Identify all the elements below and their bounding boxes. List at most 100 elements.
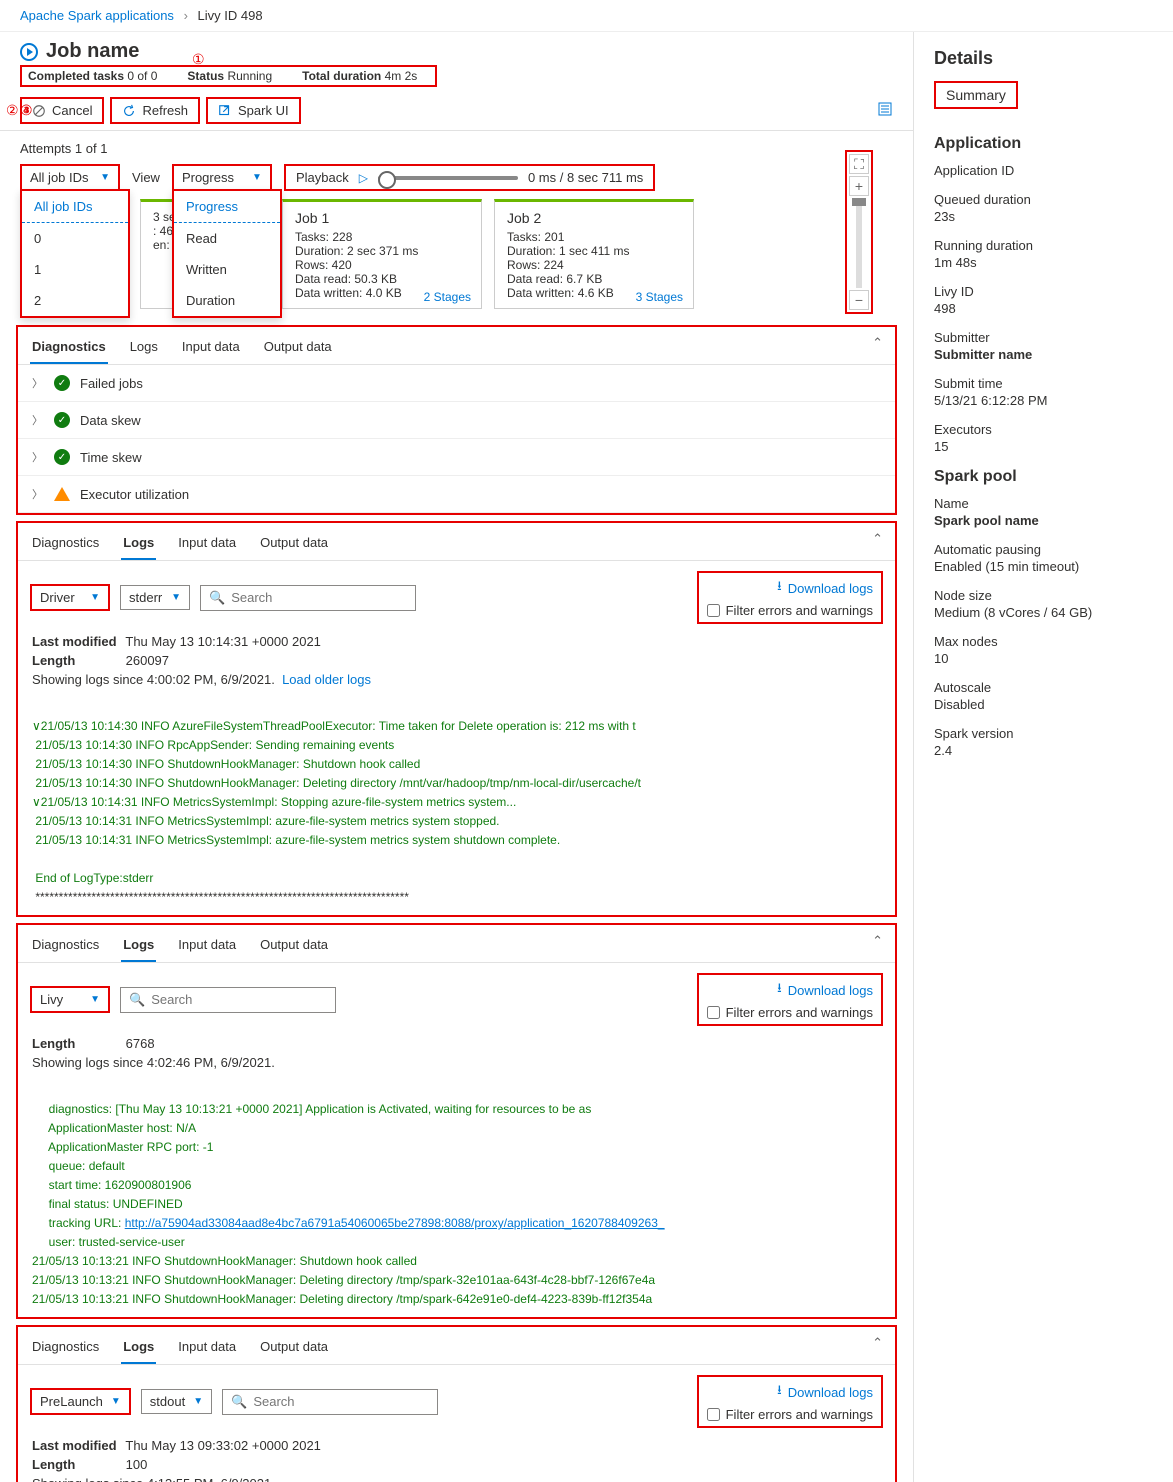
zoom-control: ⛶ + − [845,150,873,314]
detail-item: Spark version2.4 [934,726,1153,758]
download-icon: ⭳ [777,979,782,1001]
status-bar: Completed tasks 0 of 0 Status Running To… [20,65,437,87]
jobids-menu: All job IDs 0 1 2 [20,189,130,318]
tab-input[interactable]: Input data [176,531,238,560]
download-logs-button[interactable]: ⭳Download logs [777,577,873,599]
tab-output[interactable]: Output data [258,933,330,962]
jobids-opt[interactable]: 1 [22,254,128,285]
annotation-4: ④ [20,102,33,119]
log-console: ∨21/05/13 10:14:30 INFO AzureFileSystemT… [18,691,895,915]
view-dropdown[interactable]: Progress▼ Progress Read Written Duration [172,164,272,191]
attempts-label: Attempts 1 of 1 [0,131,913,156]
filter-checkbox[interactable] [707,604,720,617]
application-heading: Application [934,135,1153,153]
filter-checkbox[interactable] [707,1408,720,1421]
zoom-slider[interactable] [856,198,862,288]
tab-input[interactable]: Input data [180,335,242,364]
detail-item: AutoscaleDisabled [934,680,1153,712]
detail-item: Node sizeMedium (8 vCores / 64 GB) [934,588,1153,620]
detail-item: NameSpark pool name [934,496,1153,528]
collapse-icon[interactable]: ⌃ [872,531,883,560]
ok-icon: ✓ [54,449,70,465]
tab-logs[interactable]: Logs [128,335,160,364]
job-card[interactable]: Job 2 Tasks: 201 Duration: 1 sec 411 ms … [494,199,694,309]
jobids-dropdown[interactable]: All job IDs▼ All job IDs 0 1 2 [20,164,120,191]
collapse-icon[interactable]: ⌃ [872,1335,883,1364]
summary-tab[interactable]: Summary [934,81,1018,109]
tab-logs[interactable]: Logs [121,1335,156,1364]
view-opt[interactable]: Progress [174,191,280,223]
source-dropdown[interactable]: Driver▼ [30,584,110,611]
ok-icon: ✓ [54,412,70,428]
breadcrumb-leaf: Livy ID 498 [198,8,263,23]
collapse-icon[interactable]: ⌃ [872,335,883,364]
detail-item: Application ID [934,163,1153,178]
filter-checkbox[interactable] [707,1006,720,1019]
view-opt[interactable]: Read [174,223,280,254]
search-input[interactable]: 🔍 [222,1389,438,1415]
details-heading: Details [934,48,1153,69]
refresh-button[interactable]: Refresh [110,97,200,124]
view-menu: Progress Read Written Duration [172,189,282,318]
playback-control: Playback ▷ 0 ms / 8 sec 711 ms [284,164,655,191]
stream-dropdown[interactable]: stdout▼ [141,1389,212,1414]
tab-output[interactable]: Output data [258,531,330,560]
detail-item: Automatic pausingEnabled (15 min timeout… [934,542,1153,574]
view-label: View [132,170,160,185]
zoom-in-icon[interactable]: + [849,176,869,196]
page-title: Job name [46,40,139,63]
load-older-link[interactable]: Load older logs [282,672,371,687]
search-input[interactable]: 🔍 [120,987,336,1013]
search-icon: 🔍 [129,992,145,1008]
view-opt[interactable]: Written [174,254,280,285]
warn-icon [54,487,70,501]
tab-diagnostics[interactable]: Diagnostics [30,1335,101,1364]
playback-slider[interactable] [378,176,518,180]
search-input[interactable]: 🔍 [200,585,416,611]
diag-row[interactable]: 〉✓Data skew [18,402,895,439]
zoom-out-icon[interactable]: − [849,290,869,310]
play-icon[interactable]: ▷ [359,171,368,185]
detail-item: Max nodes10 [934,634,1153,666]
diag-row[interactable]: 〉✓Time skew [18,439,895,476]
tab-output[interactable]: Output data [262,335,334,364]
tab-input[interactable]: Input data [176,1335,238,1364]
tab-diagnostics[interactable]: Diagnostics [30,531,101,560]
download-logs-button[interactable]: ⭳Download logs [777,979,873,1001]
detail-item: Executors15 [934,422,1153,454]
jobids-opt[interactable]: 2 [22,285,128,316]
tab-output[interactable]: Output data [258,1335,330,1364]
source-dropdown[interactable]: PreLaunch▼ [30,1388,131,1415]
breadcrumb-root[interactable]: Apache Spark applications [20,8,174,23]
stream-dropdown[interactable]: stderr▼ [120,585,190,610]
diag-row[interactable]: 〉Executor utilization [18,476,895,513]
properties-icon[interactable] [877,101,893,120]
sparkui-button[interactable]: Spark UI [206,97,301,124]
detail-item: SubmitterSubmitter name [934,330,1153,362]
sparkpool-heading: Spark pool [934,468,1153,486]
ok-icon: ✓ [54,375,70,391]
download-icon: ⭳ [777,577,782,599]
job-card[interactable]: Job 1 Tasks: 228 Duration: 2 sec 371 ms … [282,199,482,309]
zoom-fit-icon[interactable]: ⛶ [849,154,869,174]
source-dropdown[interactable]: Livy▼ [30,986,110,1013]
cancel-button[interactable]: Cancel [20,97,104,124]
tab-input[interactable]: Input data [176,933,238,962]
search-icon: 🔍 [209,590,225,606]
jobids-opt[interactable]: All job IDs [22,191,128,223]
jobids-opt[interactable]: 0 [22,223,128,254]
collapse-icon[interactable]: ⌃ [872,933,883,962]
detail-item: Queued duration23s [934,192,1153,224]
detail-item: Livy ID498 [934,284,1153,316]
annotation-2: ② [6,102,19,119]
tab-diagnostics[interactable]: Diagnostics [30,933,101,962]
view-opt[interactable]: Duration [174,285,280,316]
annotation-1: ① [192,51,205,68]
tab-diagnostics[interactable]: Diagnostics [30,335,108,364]
detail-item: Submit time5/13/21 6:12:28 PM [934,376,1153,408]
tab-logs[interactable]: Logs [121,933,156,962]
tab-logs[interactable]: Logs [121,531,156,560]
diag-row[interactable]: 〉✓Failed jobs [18,365,895,402]
download-logs-button[interactable]: ⭳Download logs [777,1381,873,1403]
search-icon: 🔍 [231,1394,247,1410]
